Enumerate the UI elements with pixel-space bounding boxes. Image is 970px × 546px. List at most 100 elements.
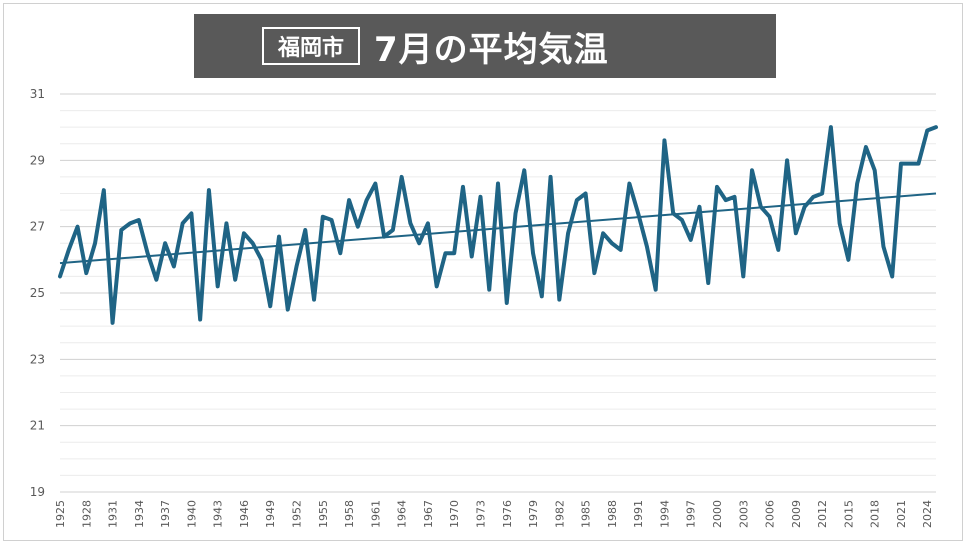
x-tick-label: 2024 — [921, 500, 934, 528]
data-point — [67, 248, 70, 251]
data-point — [680, 219, 683, 222]
data-point — [304, 228, 307, 231]
data-point — [269, 305, 272, 308]
y-tick-label: 25 — [30, 286, 45, 300]
data-point — [190, 212, 193, 215]
x-axis-labels: 1925 1928 1931 1934 1937 1940 1943 1946 1949 1952… — [54, 500, 934, 528]
data-point — [628, 182, 631, 185]
data-point — [856, 182, 859, 185]
data-point — [260, 258, 263, 261]
data-point — [278, 235, 281, 238]
data-point — [838, 222, 841, 225]
data-point — [120, 228, 123, 231]
data-point — [85, 272, 88, 275]
data-point — [864, 146, 867, 149]
x-tick-label: 2012 — [816, 500, 829, 528]
data-point — [181, 222, 184, 225]
x-tick-label: 1964 — [396, 500, 409, 528]
data-point — [891, 275, 894, 278]
data-point — [146, 252, 149, 255]
data-point — [575, 199, 578, 202]
x-tick-label: 1985 — [580, 500, 593, 528]
data-point — [707, 282, 710, 285]
data-point — [558, 298, 561, 301]
x-tick-label: 2000 — [711, 500, 724, 528]
x-tick-label: 2015 — [842, 500, 855, 528]
y-axis-labels: 19 21 23 25 27 29 31 — [30, 87, 45, 499]
data-point — [716, 185, 719, 188]
data-point — [313, 298, 316, 301]
data-point — [461, 185, 464, 188]
x-tick-label: 1982 — [553, 500, 566, 528]
data-point — [829, 126, 832, 129]
data-point — [593, 272, 596, 275]
x-tick-label: 1994 — [658, 500, 671, 528]
data-point — [733, 195, 736, 198]
data-point — [225, 222, 228, 225]
y-tick-label: 29 — [30, 153, 45, 167]
data-point — [532, 252, 535, 255]
data-point — [356, 225, 359, 228]
x-tick-label: 2018 — [869, 500, 882, 528]
x-tick-label: 1991 — [632, 500, 645, 528]
data-point — [812, 195, 815, 198]
series-line-temperature — [58, 125, 938, 325]
data-point — [786, 159, 789, 162]
data-point — [908, 162, 911, 165]
data-point — [663, 139, 666, 142]
x-tick-label: 1946 — [238, 500, 251, 528]
data-point — [847, 258, 850, 261]
data-point — [724, 199, 727, 202]
data-point — [199, 318, 202, 321]
x-tick-label: 1970 — [448, 500, 461, 528]
x-tick-label: 1976 — [501, 500, 514, 528]
data-point — [917, 162, 920, 165]
data-point — [873, 169, 876, 172]
plot-area — [58, 125, 938, 325]
data-point — [645, 245, 648, 248]
data-point — [129, 222, 132, 225]
data-point — [76, 225, 79, 228]
data-point — [365, 199, 368, 202]
data-point — [514, 212, 517, 215]
data-point — [234, 278, 237, 281]
data-point — [409, 222, 412, 225]
data-point — [251, 242, 254, 245]
x-tick-label: 1979 — [527, 500, 540, 528]
x-tick-label: 1952 — [291, 500, 304, 528]
data-point — [619, 248, 622, 251]
data-point — [286, 308, 289, 311]
data-point — [94, 242, 97, 245]
data-point — [935, 126, 938, 129]
x-tick-label: 1958 — [343, 500, 356, 528]
x-tick-label: 2021 — [895, 500, 908, 528]
data-point — [137, 219, 140, 222]
data-point — [172, 265, 175, 268]
data-point — [426, 222, 429, 225]
x-tick-label: 1928 — [80, 500, 93, 528]
data-point — [523, 169, 526, 172]
data-point — [164, 242, 167, 245]
x-tick-label: 1931 — [107, 500, 120, 528]
data-point — [689, 238, 692, 241]
data-point — [216, 285, 219, 288]
data-point — [882, 245, 885, 248]
data-point — [453, 252, 456, 255]
data-point — [59, 275, 62, 278]
data-point — [374, 182, 377, 185]
y-tick-label: 19 — [30, 485, 45, 499]
data-point — [155, 278, 158, 281]
x-tick-label: 1925 — [54, 500, 67, 528]
gridlines — [60, 93, 936, 493]
data-point — [400, 175, 403, 178]
x-tick-label: 1988 — [606, 500, 619, 528]
data-point — [321, 215, 324, 218]
data-point — [207, 189, 210, 192]
chart-frame — [3, 3, 963, 541]
data-point — [768, 215, 771, 218]
data-point — [505, 301, 508, 304]
x-tick-label: 1973 — [474, 500, 487, 528]
data-point — [479, 195, 482, 198]
city-label: 福岡市 — [262, 27, 361, 65]
